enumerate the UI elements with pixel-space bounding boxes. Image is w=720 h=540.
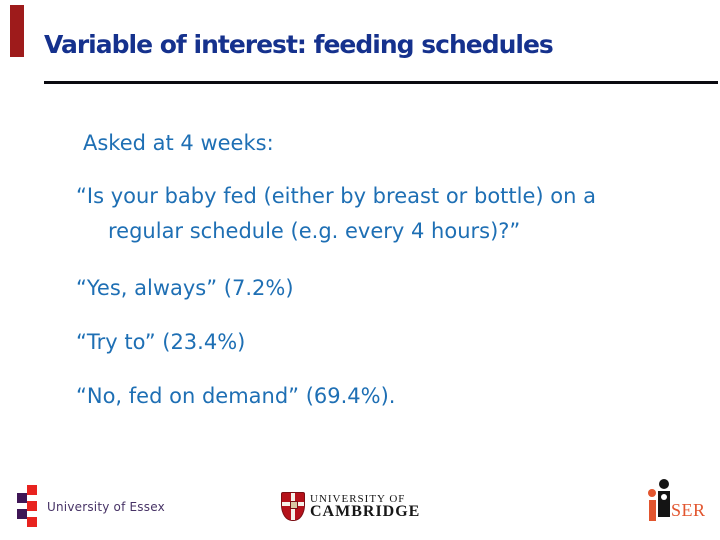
answer-try-to: “Try to” (23.4%) — [76, 330, 246, 354]
survey-question-line2: regular schedule (e.g. every 4 hours)?” — [108, 219, 521, 243]
iser-person-neck-dot — [661, 494, 667, 500]
cambridge-wordmark-line1: UNIVERSITY OF — [310, 493, 406, 505]
slide-title: Variable of interest: feeding schedules — [44, 30, 554, 59]
essex-square-red-2 — [27, 501, 37, 511]
iser-i-dot-icon — [648, 489, 656, 497]
answer-fed-on-demand: “No, fed on demand” (69.4%). — [76, 384, 396, 408]
essex-square-red-1 — [27, 485, 37, 495]
slide-accent-bar — [10, 5, 24, 57]
iser-person-head-icon — [659, 479, 669, 489]
essex-square-red-3 — [27, 517, 37, 527]
iser-wordmark: SER — [671, 500, 706, 520]
cambridge-wordmark-line2: CAMBRIDGE — [310, 503, 421, 520]
asked-at-line: Asked at 4 weeks: — [83, 131, 274, 155]
cambridge-shield-icon — [281, 492, 305, 521]
iser-i-stem-icon — [649, 500, 656, 521]
essex-square-purple-1 — [17, 493, 27, 503]
title-divider — [44, 81, 718, 84]
answer-yes-always: “Yes, always” (7.2%) — [76, 276, 294, 300]
shield-book — [290, 501, 298, 509]
survey-question-line1: “Is your baby fed (either by breast or b… — [76, 184, 596, 208]
survey-question: “Is your baby fed (either by breast or b… — [76, 179, 596, 249]
essex-square-purple-2 — [17, 509, 27, 519]
essex-wordmark: University of Essex — [47, 500, 165, 514]
